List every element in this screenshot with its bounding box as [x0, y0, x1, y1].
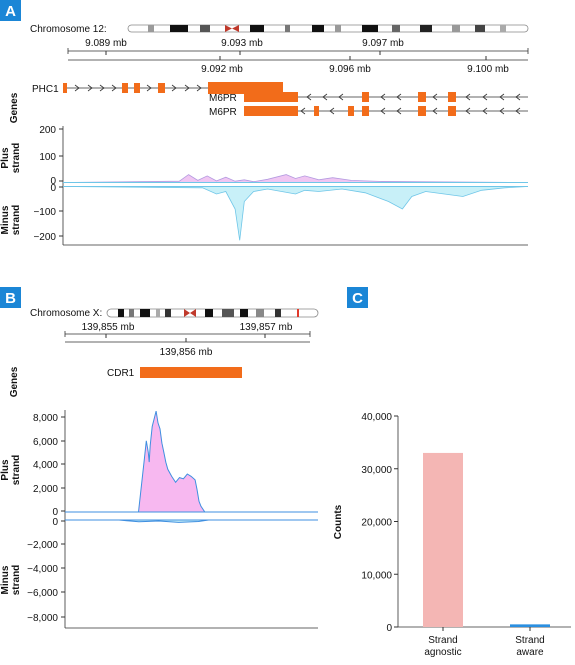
panel-b-minus-label-1: Minus	[0, 565, 11, 594]
panel-c-category-label: Strand	[515, 635, 544, 646]
panel-a-gene-m6pr-1	[244, 92, 528, 102]
panel-b-scale	[64, 331, 311, 343]
panel-c-ytick-label: 40,000	[361, 412, 392, 423]
panel-b-scale-top-1: 139,855 mb	[82, 322, 135, 333]
panel-b-gene-cdr1	[140, 367, 242, 378]
panel-a-scale-bottom-3: 9.100 mb	[467, 64, 509, 75]
panel-b-scale-bottom-1: 139,856 mb	[160, 347, 213, 358]
panel-b-plus-label-1: Plus	[0, 459, 11, 481]
panel-a-ideogram	[127, 24, 529, 33]
panel-c-ylabel: Counts	[333, 504, 344, 539]
panel-b-minus-tick-6000: −6,000	[27, 588, 58, 599]
panel-c-category-label: Strand	[428, 635, 457, 646]
panel-b-minus-tick-8000: −8,000	[27, 613, 58, 624]
panel-b-plus-strand-area	[119, 410, 315, 513]
panel-b-plus-tick-8000: 8,000	[33, 413, 58, 424]
panel-b-scale-top-2: 139,857 mb	[240, 322, 293, 333]
panel-a-axes	[59, 126, 528, 246]
panel-a-scale-bottom-1: 9.092 mb	[201, 64, 243, 75]
panel-b-plus-tick-2000: 2,000	[33, 484, 58, 495]
panel-a-gene-m6pr-2	[244, 106, 528, 116]
panel-b-badge	[0, 287, 21, 308]
panel-c-ytick-label: 10,000	[361, 570, 392, 581]
panel-b-minus-label-2: strand	[11, 565, 22, 596]
panel-a-plus-label-1: Plus	[0, 147, 11, 169]
panel-b-plus-tick-6000: 6,000	[33, 437, 58, 448]
panel-b-minus-tick-2000: −2,000	[27, 540, 58, 551]
panel-a-gene-phc1-label: PHC1	[32, 84, 59, 95]
panel-a-scale-top-2: 9.093 mb	[221, 38, 263, 49]
panel-b-minus-tick-0: 0	[52, 517, 58, 528]
panel-b-plus-tick-0: 0	[52, 507, 58, 518]
panel-a-label: A	[5, 3, 16, 20]
panel-c-ytick-label: 30,000	[361, 465, 392, 476]
panel-a-minus-label-1: Minus	[0, 205, 11, 234]
panel-a-plus-strand-area	[62, 174, 529, 183]
panel-a-badge	[0, 0, 21, 21]
panel-b-label: B	[5, 290, 16, 307]
panel-b-ideogram	[106, 308, 319, 318]
panel-a-plus-tick-0: 0	[50, 176, 56, 187]
panel-a-plus-tick-200: 200	[39, 125, 56, 136]
panel-a-minus-tick-200: −200	[33, 232, 56, 243]
panel-a-scale-top-3: 9.097 mb	[362, 38, 404, 49]
panel-a-chromosome-label: Chromosome 12:	[30, 24, 107, 35]
panel-b-genes-label: Genes	[9, 366, 20, 397]
panel-a-plus-tick-100: 100	[39, 152, 56, 163]
panel-c-category-label: agnostic	[424, 647, 461, 658]
panel-a-scale-top-1: 9.089 mb	[85, 38, 127, 49]
panel-b-plus-label-2: strand	[11, 455, 22, 486]
panel-a-scale	[67, 48, 529, 61]
panel-a-scale-bottom-2: 9.096 mb	[329, 64, 371, 75]
panel-a-plus-label-2: strand	[11, 143, 22, 174]
panel-a-minus-strand-area	[62, 186, 529, 241]
panel-b-axes	[61, 410, 318, 629]
panel-c-badge	[347, 287, 368, 308]
panel-c-bar-strand-aware	[510, 624, 550, 627]
panel-a-gene-phc1	[63, 82, 283, 94]
panel-c-ytick-label: 20,000	[361, 518, 392, 529]
panel-a-minus-tick-0: 0	[50, 183, 56, 194]
panel-b-plus-tick-4000: 4,000	[33, 460, 58, 471]
panel-c-bar-strand-agnostic	[423, 452, 463, 627]
panel-a-minus-tick-100: −100	[33, 207, 56, 218]
panel-a-gene-m6pr-1-label: M6PR	[209, 93, 237, 104]
panel-a-genes-label: Genes	[9, 92, 20, 123]
panel-a-minus-label-2: strand	[11, 205, 22, 236]
panel-a-gene-m6pr-2-label: M6PR	[209, 107, 237, 118]
panel-c-category-label: aware	[516, 647, 544, 658]
panel-c-ytick-label: 0	[386, 623, 392, 634]
panel-b-minus-tick-4000: −4,000	[27, 564, 58, 575]
panel-c-label: C	[352, 290, 363, 307]
panel-b-chromosome-label: Chromosome X:	[30, 308, 102, 319]
panel-b-gene-cdr1-label: CDR1	[107, 368, 135, 379]
